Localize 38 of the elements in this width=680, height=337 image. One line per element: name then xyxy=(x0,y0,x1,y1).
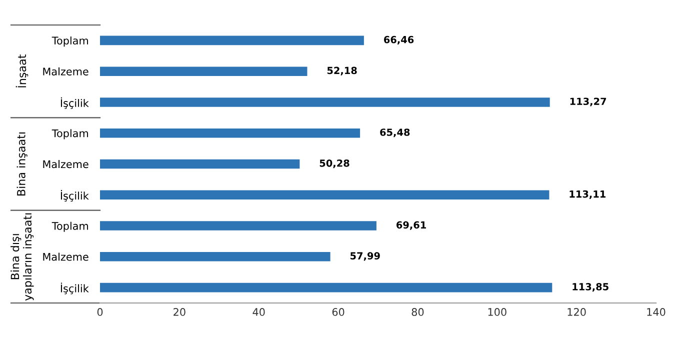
bar xyxy=(100,66,308,76)
data-label: 65,48 xyxy=(380,128,410,138)
data-label: 113,11 xyxy=(570,190,606,199)
bar xyxy=(100,190,550,200)
x-tick-label: 40 xyxy=(252,308,265,316)
data-label: 113,85 xyxy=(572,283,608,292)
y-tick-label: Toplam xyxy=(52,36,88,47)
y-tick-label: Malzeme xyxy=(43,160,88,168)
bar xyxy=(100,252,330,262)
x-tick-label: 0 xyxy=(97,308,103,316)
data-label: 52,18 xyxy=(327,66,357,76)
data-label: 113,27 xyxy=(570,98,606,106)
y-tick-label: İşçilik xyxy=(60,97,89,109)
x-tick-label: 60 xyxy=(332,308,344,316)
bar xyxy=(100,221,376,230)
data-label: 69,61 xyxy=(396,221,426,230)
text: Bina dışı yapıların inşaatı xyxy=(10,213,34,301)
y-tick-label: Malzeme xyxy=(43,252,88,261)
text: İnşaat xyxy=(16,54,28,88)
x-tick-label: 100 xyxy=(488,308,506,316)
y-tick-label: Malzeme xyxy=(43,67,88,76)
bar xyxy=(100,36,364,46)
data-label: 57,99 xyxy=(350,252,380,261)
x-tick-label: 120 xyxy=(568,308,586,316)
bar xyxy=(100,159,300,169)
bar xyxy=(100,282,552,292)
bar xyxy=(100,128,360,138)
bar xyxy=(100,98,550,107)
data-label: 50,28 xyxy=(320,159,350,168)
y-tick-label: Toplam xyxy=(52,222,88,232)
data-label: 66,46 xyxy=(384,36,414,45)
x-tick-label: 20 xyxy=(174,308,186,316)
y-tick-label: İşçilik xyxy=(60,282,89,294)
y-tick-label: Toplam xyxy=(52,129,88,140)
y-tick-label: İşçilik xyxy=(60,190,89,202)
text: Bina inşaatı xyxy=(16,132,28,196)
x-tick-label: 80 xyxy=(412,308,424,316)
x-tick-label: 140 xyxy=(647,308,666,316)
